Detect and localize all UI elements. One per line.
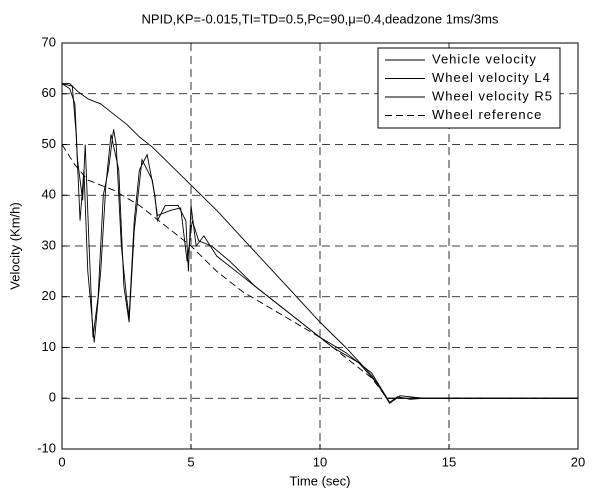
- y-axis-label: Velocity (Km/h): [7, 202, 22, 289]
- y-tick-label: 20: [42, 288, 56, 303]
- legend-label: Wheel velocity L4: [432, 70, 551, 85]
- legend-box: [377, 47, 561, 129]
- plot-frame: [61, 42, 579, 450]
- x-tick-label: 0: [58, 454, 65, 469]
- y-tick-label: 10: [42, 339, 56, 354]
- chart-title: NPID,KP=-0.015,TI=TD=0.5,Pc=90,μ=0.4,dea…: [142, 11, 499, 26]
- legend-label: Vehicle velocity: [432, 51, 537, 66]
- y-tick-label: 30: [42, 237, 56, 252]
- x-axis-label: Time (sec): [290, 473, 351, 488]
- y-tick-label: 60: [42, 85, 56, 100]
- y-tick-label: 50: [42, 136, 56, 151]
- x-tick-label: 15: [442, 454, 456, 469]
- y-tick-label: 0: [49, 390, 56, 405]
- y-tick-label: 40: [42, 187, 56, 202]
- x-tick-label: 5: [187, 454, 194, 469]
- x-tick-label: 20: [571, 454, 585, 469]
- legend-label: Wheel velocity R5: [432, 88, 553, 103]
- legend-label: Wheel reference: [432, 107, 542, 122]
- series-line: [61, 83, 578, 404]
- y-tick-label: -10: [37, 440, 56, 455]
- y-tick-label: 70: [42, 34, 56, 49]
- series-line: [61, 144, 578, 399]
- x-tick-label: 10: [313, 454, 327, 469]
